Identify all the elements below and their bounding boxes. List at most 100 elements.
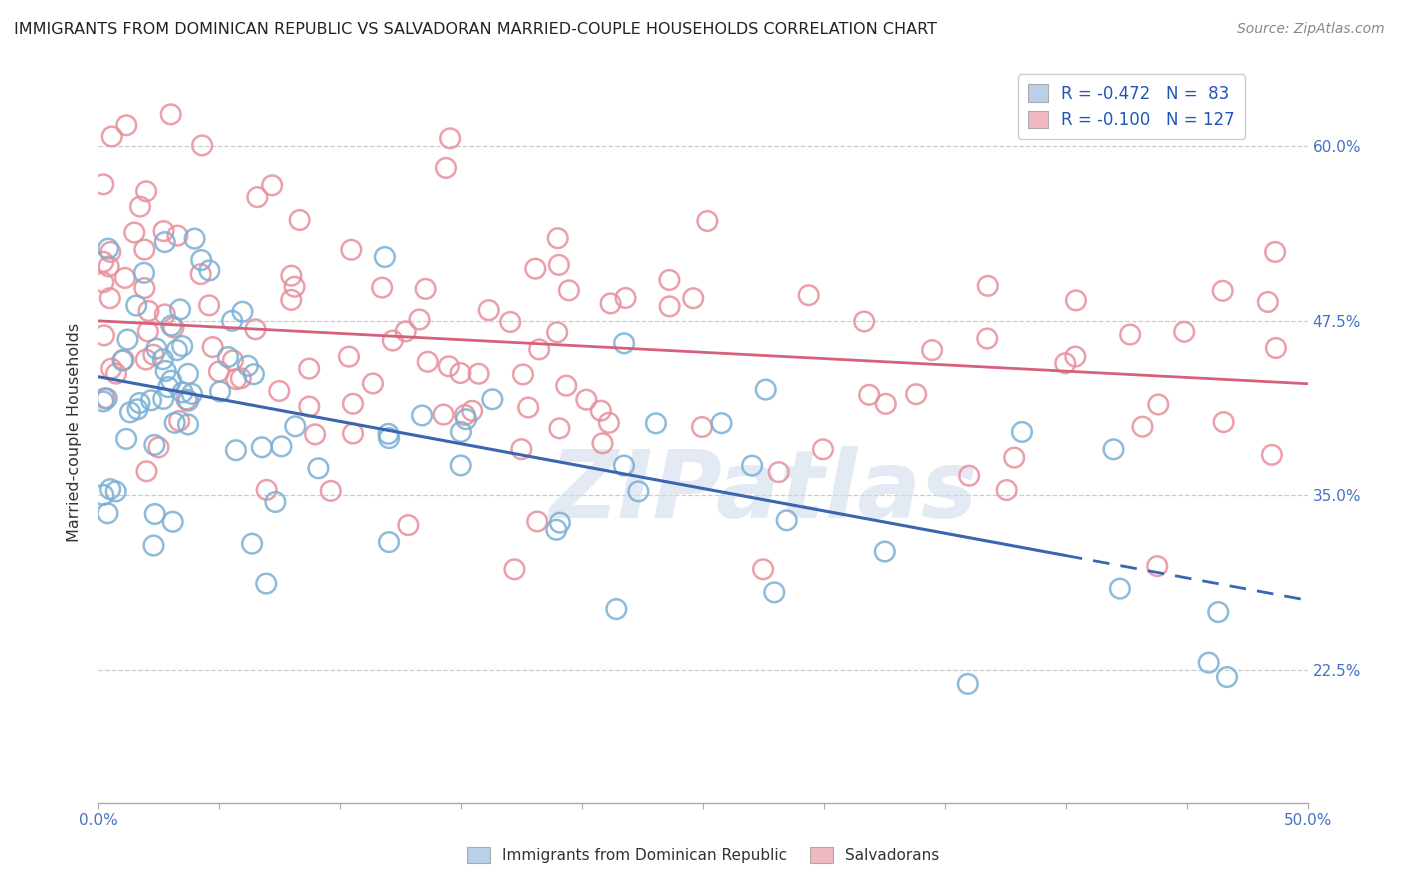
Point (658, 299, 681, 313)
Point (169, 302, 191, 317)
Point (1132, 419, 1154, 434)
Point (1216, 670, 1239, 684)
Point (284, 419, 307, 434)
Point (342, 397, 364, 411)
Point (690, 420, 713, 434)
Point (605, 602, 627, 616)
Point (114, 271, 136, 285)
Text: Source: ZipAtlas.com: Source: ZipAtlas.com (1237, 22, 1385, 37)
Point (645, 417, 668, 431)
Point (280, 268, 302, 283)
Point (1064, 350, 1087, 364)
Point (858, 388, 880, 402)
Point (763, 585, 786, 599)
Point (280, 293, 302, 307)
Point (124, 226, 146, 240)
Point (127, 402, 149, 417)
Point (142, 539, 165, 553)
Point (250, 440, 273, 454)
Point (381, 334, 404, 348)
Legend: Immigrants from Dominican Republic, Salvadorans: Immigrants from Dominican Republic, Salv… (461, 841, 945, 869)
Point (977, 278, 1000, 293)
Point (905, 387, 928, 401)
Point (198, 263, 221, 277)
Point (1147, 397, 1170, 411)
Point (613, 458, 636, 473)
Point (270, 439, 292, 453)
Point (340, 243, 363, 257)
Point (166, 228, 188, 243)
Point (546, 523, 568, 537)
Point (956, 677, 979, 691)
Point (256, 483, 278, 497)
Point (921, 343, 943, 358)
Point (217, 350, 239, 364)
Point (112, 352, 135, 367)
Point (98, 482, 121, 496)
Point (873, 544, 896, 558)
Point (148, 441, 170, 455)
Point (546, 326, 568, 340)
Point (298, 361, 321, 376)
Point (191, 138, 214, 153)
Point (240, 536, 263, 550)
Point (478, 303, 501, 318)
Point (957, 468, 980, 483)
Point (304, 427, 326, 442)
Point (374, 250, 396, 264)
Point (115, 118, 138, 132)
Point (1002, 450, 1025, 465)
Point (160, 318, 183, 333)
Point (97, 242, 120, 256)
Point (592, 436, 614, 450)
Point (167, 414, 190, 428)
Point (269, 384, 291, 398)
Point (283, 279, 305, 293)
Point (201, 340, 224, 354)
Point (163, 416, 186, 430)
Point (752, 562, 775, 576)
Point (395, 325, 418, 339)
Point (288, 213, 311, 227)
Text: IMMIGRANTS FROM DOMINICAN REPUBLIC VS SALVADORAN MARRIED-COUPLE HOUSEHOLDS CORRE: IMMIGRANTS FROM DOMINICAN REPUBLIC VS SA… (14, 22, 936, 37)
Point (143, 507, 166, 521)
Point (1173, 325, 1195, 339)
Point (190, 253, 212, 268)
Y-axis label: Married-couple Households: Married-couple Households (67, 323, 83, 542)
Point (91, 178, 114, 192)
Point (1109, 582, 1132, 596)
Point (558, 284, 581, 298)
Point (598, 416, 620, 430)
Point (231, 304, 253, 318)
Point (115, 432, 138, 446)
Point (449, 366, 471, 380)
Point (134, 281, 156, 295)
Point (437, 359, 460, 374)
Point (434, 161, 457, 175)
Point (166, 343, 188, 358)
Point (741, 458, 763, 473)
Point (152, 392, 174, 406)
Point (177, 367, 200, 381)
Point (229, 371, 252, 385)
Point (995, 483, 1018, 497)
Point (93, 392, 115, 406)
Point (461, 404, 484, 418)
Point (153, 235, 176, 249)
Point (1064, 293, 1087, 308)
Point (411, 409, 433, 423)
Point (111, 353, 134, 368)
Point (450, 425, 472, 439)
Point (298, 400, 321, 414)
Point (307, 461, 329, 475)
Point (378, 431, 401, 445)
Point (599, 296, 621, 310)
Point (125, 299, 148, 313)
Point (93, 328, 115, 343)
Point (976, 332, 998, 346)
Point (117, 333, 139, 347)
Point (181, 387, 204, 401)
Point (432, 408, 454, 422)
Point (157, 380, 180, 394)
Point (104, 484, 127, 499)
